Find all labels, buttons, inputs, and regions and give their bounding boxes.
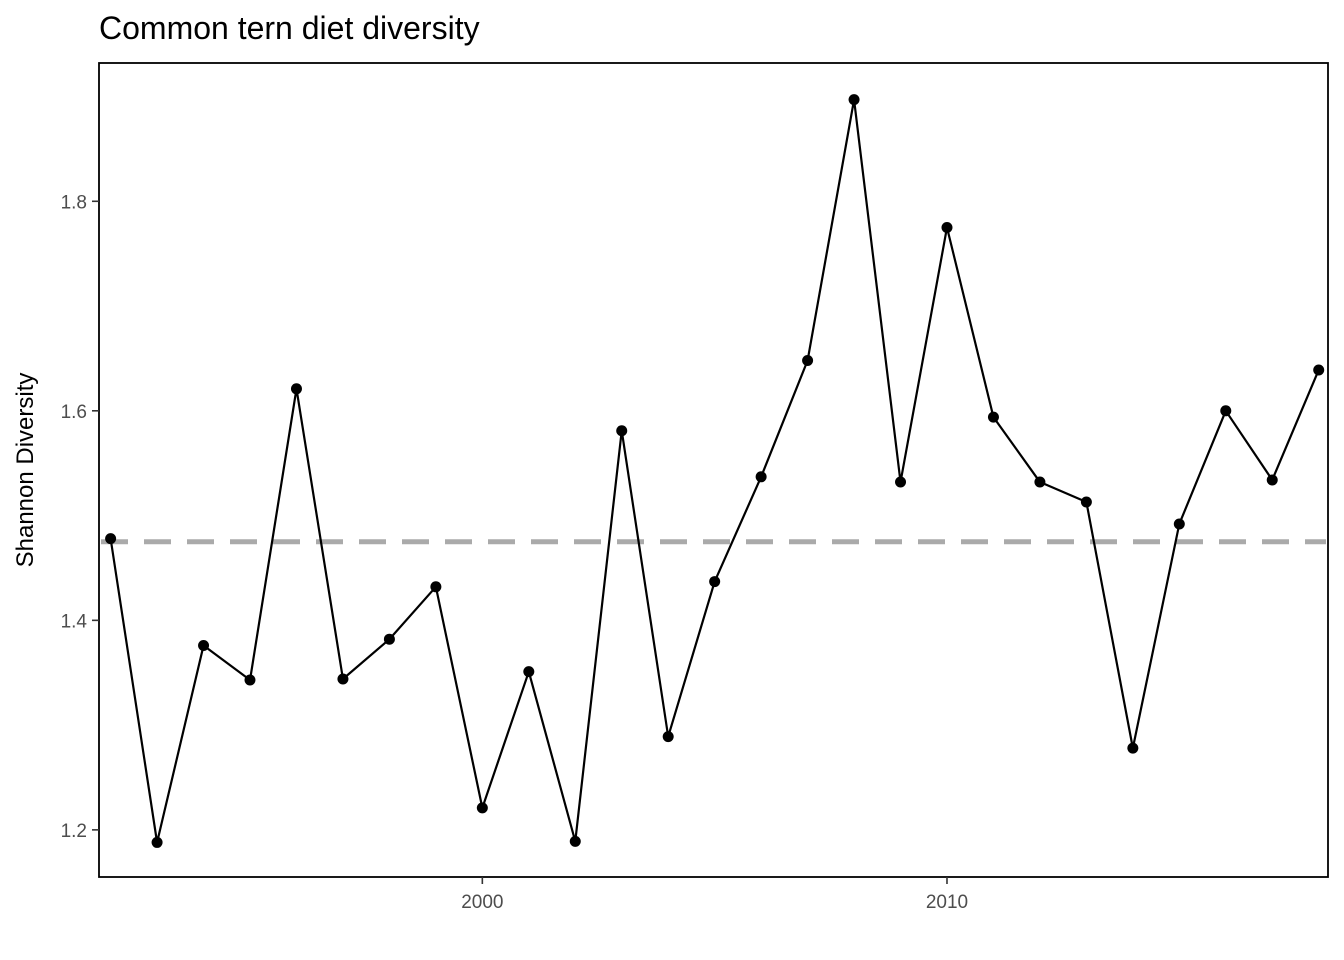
x-axis-ticks: 2000 2010 xyxy=(461,877,968,913)
y-tick-label: 1.6 xyxy=(61,402,87,423)
plot-panel xyxy=(98,62,1329,878)
chart-title: Common tern diet diversity xyxy=(99,10,480,46)
data-point xyxy=(1313,364,1325,376)
data-point xyxy=(569,835,581,847)
data-point xyxy=(709,576,721,588)
data-point xyxy=(523,666,535,678)
data-point xyxy=(1220,405,1232,417)
data-point xyxy=(941,221,953,233)
y-tick-label: 1.4 xyxy=(61,611,88,632)
data-point xyxy=(987,411,999,423)
y-tick-label: 1.8 xyxy=(61,192,87,213)
data-point xyxy=(1266,474,1278,486)
data-point xyxy=(244,674,256,686)
data-point xyxy=(151,836,163,848)
data-point xyxy=(616,425,628,437)
data-point xyxy=(290,383,302,395)
x-tick-label: 2000 xyxy=(461,892,503,913)
data-point xyxy=(1080,496,1092,508)
data-points-layer xyxy=(105,94,1325,848)
y-tick-label: 1.2 xyxy=(61,821,87,842)
data-point xyxy=(848,94,860,106)
data-point xyxy=(1034,476,1046,488)
data-point xyxy=(1173,518,1185,530)
y-axis-ticks: 1.2 1.4 1.6 1.8 xyxy=(61,192,99,842)
data-point xyxy=(337,673,349,685)
data-point xyxy=(198,639,210,651)
data-point xyxy=(430,581,442,593)
data-point xyxy=(1127,742,1139,754)
data-point xyxy=(662,731,674,743)
data-point xyxy=(383,633,395,645)
y-axis-title: Shannon Diversity xyxy=(12,373,39,568)
data-point xyxy=(105,533,117,545)
data-point xyxy=(895,476,907,488)
data-point xyxy=(755,471,767,483)
x-tick-label: 2010 xyxy=(926,892,968,913)
data-point xyxy=(476,802,488,814)
data-point xyxy=(802,355,814,367)
